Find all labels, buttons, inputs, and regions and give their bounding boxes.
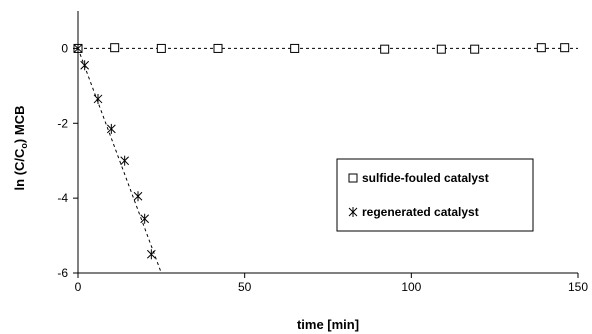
data-point-square — [110, 43, 120, 53]
y-tick-label: -6 — [57, 266, 68, 280]
legend-box — [336, 158, 534, 232]
data-markers — [73, 43, 570, 260]
data-point-square — [536, 43, 546, 53]
axes: 0 50 100 150 0 -2 -4 -6 — [57, 11, 588, 294]
legend: sulfide-fouled catalyst regenerated cata… — [336, 158, 534, 232]
trend-line-series-1 — [77, 48, 162, 274]
data-point-square — [213, 43, 223, 53]
data-point-asterisk — [80, 60, 90, 71]
data-point-asterisk — [133, 191, 143, 202]
data-point-asterisk — [106, 123, 116, 134]
legend-label-regenerated: regenerated catalyst — [362, 205, 479, 219]
data-point-asterisk — [146, 249, 156, 260]
y-axis-title: ln (C/Co) MCB — [12, 106, 29, 191]
x-axis-title: time [min] — [297, 317, 359, 332]
data-point-square — [156, 43, 166, 53]
data-point-square — [470, 44, 480, 54]
data-point-asterisk — [140, 213, 150, 224]
x-tick-label: 150 — [568, 280, 588, 294]
y-axis-title-subscript: o — [19, 143, 29, 149]
data-point-square — [560, 43, 570, 53]
legend-label-sulfide-fouled: sulfide-fouled catalyst — [362, 171, 489, 185]
data-point-asterisk — [120, 155, 130, 166]
legend-asterisk-marker — [348, 207, 358, 217]
y-tick-label: 0 — [61, 41, 68, 55]
x-tick-label: 50 — [238, 280, 252, 294]
legend-square-marker — [348, 173, 358, 183]
data-point-asterisk — [93, 93, 103, 104]
y-tick-label: -4 — [57, 191, 68, 205]
x-tick-label: 0 — [75, 280, 82, 294]
y-tick-label: -2 — [57, 116, 68, 130]
trend-lines — [77, 47, 578, 274]
data-point-square — [290, 43, 300, 53]
data-point-square — [436, 44, 446, 54]
y-axis-title-main: ln (C/C — [12, 148, 27, 190]
x-tick-label: 100 — [401, 280, 421, 294]
y-axis-title-tail: ) MCB — [12, 106, 27, 144]
data-point-square — [380, 44, 390, 54]
